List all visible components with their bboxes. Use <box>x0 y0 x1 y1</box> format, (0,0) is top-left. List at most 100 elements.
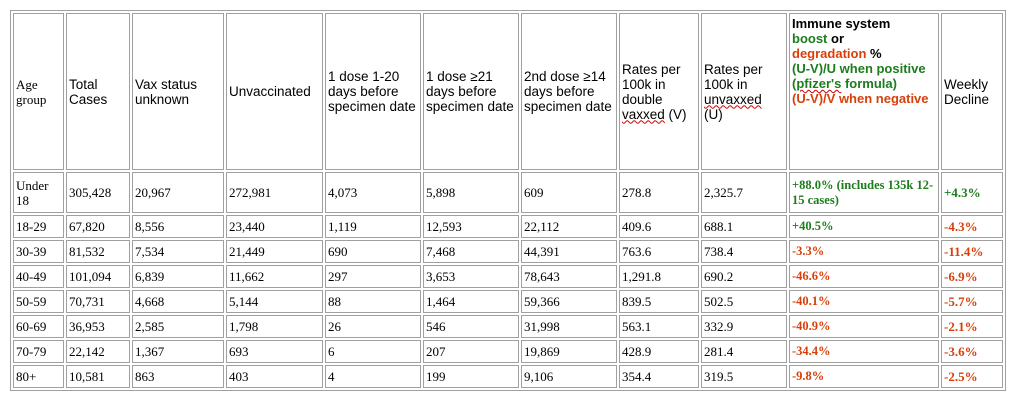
cell-unvaccinated: 21,449 <box>226 240 323 263</box>
table-row: 70-79 22,142 1,367 693 6 207 19,869 428.9 281.4-… <box>13 340 1003 363</box>
cell-vax-unknown: 2,585 <box>132 315 224 338</box>
cell-age-group: 40-49 <box>13 265 64 288</box>
cell-vax-unknown: 7,534 <box>132 240 224 263</box>
vaccine-cases-table: Age group Total Cases Vax status unknown… <box>10 10 1006 391</box>
cell-total-cases: 36,953 <box>66 315 130 338</box>
cell-weekly-decline: -2.1% <box>941 315 1003 338</box>
cell-vax-unknown: 1,367 <box>132 340 224 363</box>
cell-rate-double-vaxxed: 278.8 <box>619 172 699 213</box>
table-row: 40-49 101,094 6,839 11,662 297 3,653 78,643 1,2… <box>13 265 1003 288</box>
header-2nd-dose: 2nd dose ≥14 days before specimen date <box>521 13 617 170</box>
cell-rate-double-vaxxed: 763.6 <box>619 240 699 263</box>
cell-1-dose-1-20: 88 <box>325 290 421 313</box>
cell-1-dose-21: 546 <box>423 315 519 338</box>
cell-age-group: 30-39 <box>13 240 64 263</box>
cell-immune-change: -3.3% <box>789 240 939 263</box>
cell-1-dose-21: 3,653 <box>423 265 519 288</box>
cell-rate-unvaxxed: 2,325.7 <box>701 172 787 213</box>
cell-unvaccinated: 403 <box>226 365 323 388</box>
cell-weekly-decline: -4.3% <box>941 215 1003 238</box>
imm-formula-negative: (U-V)/V when negative <box>792 91 929 106</box>
cell-age-group: 80+ <box>13 365 64 388</box>
cell-2nd-dose: 59,366 <box>521 290 617 313</box>
table-row: 60-69 36,953 2,585 1,798 26 546 31,998 563.1 332… <box>13 315 1003 338</box>
cell-1-dose-1-20: 4,073 <box>325 172 421 213</box>
cell-2nd-dose: 9,106 <box>521 365 617 388</box>
imm-pfizers: pfizer's <box>796 76 842 91</box>
cell-total-cases: 10,581 <box>66 365 130 388</box>
cell-age-group: 60-69 <box>13 315 64 338</box>
table-row: 50-59 70,731 4,668 5,144 88 1,464 59,366 839.5 5… <box>13 290 1003 313</box>
header-rate-unvaxxed: Rates per 100k in unvaxxed (U) <box>701 13 787 170</box>
imm-formula-positive: (U-V)/U when positive (pfizer's formula) <box>792 61 926 91</box>
cell-1-dose-21: 207 <box>423 340 519 363</box>
header-1-dose-1-20-days: 1 dose 1-20 days before specimen date <box>325 13 421 170</box>
cell-2nd-dose: 609 <box>521 172 617 213</box>
cell-unvaccinated: 1,798 <box>226 315 323 338</box>
cell-rate-unvaxxed: 502.5 <box>701 290 787 313</box>
table-body: Under 18 305,428 20,967 272,981 4,073 5,898 60… <box>13 172 1003 388</box>
cell-vax-unknown: 6,839 <box>132 265 224 288</box>
cell-weekly-decline: -11.4% <box>941 240 1003 263</box>
cell-weekly-decline: -6.9% <box>941 265 1003 288</box>
cell-1-dose-1-20: 6 <box>325 340 421 363</box>
cell-total-cases: 81,532 <box>66 240 130 263</box>
cell-immune-change: +88.0% (includes 135k 12-15 cases) <box>789 172 939 213</box>
header-row: Age group Total Cases Vax status unknown… <box>13 13 1003 170</box>
cell-immune-change: -9.8% <box>789 365 939 388</box>
cell-rate-unvaxxed: 332.9 <box>701 315 787 338</box>
imm-boost: boost <box>792 31 828 46</box>
cell-weekly-decline: +4.3% <box>941 172 1003 213</box>
table-row: 80+ 10,581 863 403 4 199 9,106 354.4 319.5 -9.8% -… <box>13 365 1003 388</box>
table-row: 30-39 81,532 7,534 21,449 690 7,468 44,391 763.… <box>13 240 1003 263</box>
header-weekly-decline: Weekly Decline <box>941 13 1003 170</box>
cell-2nd-dose: 19,869 <box>521 340 617 363</box>
cell-2nd-dose: 31,998 <box>521 315 617 338</box>
cell-age-group: Under 18 <box>13 172 64 213</box>
cell-2nd-dose: 22,112 <box>521 215 617 238</box>
cell-immune-change: -40.9% <box>789 315 939 338</box>
imm-degradation: degradation <box>792 46 867 61</box>
cell-vax-unknown: 8,556 <box>132 215 224 238</box>
cell-vax-unknown: 20,967 <box>132 172 224 213</box>
header-vax-status-unknown: Vax status unknown <box>132 13 224 170</box>
cell-rate-unvaxxed: 690.2 <box>701 265 787 288</box>
header-age-group: Age group <box>13 13 64 170</box>
header-immune-system: Immune system boost or degradation % (U-V)/… <box>789 13 939 170</box>
rate-v-suffix: (V) <box>664 106 687 122</box>
cell-vax-unknown: 4,668 <box>132 290 224 313</box>
cell-total-cases: 22,142 <box>66 340 130 363</box>
header-rate-double-vaxxed: Rates per 100k in double vaxxed (V) <box>619 13 699 170</box>
cell-1-dose-1-20: 4 <box>325 365 421 388</box>
cell-total-cases: 101,094 <box>66 265 130 288</box>
cell-unvaccinated: 272,981 <box>226 172 323 213</box>
cell-rate-double-vaxxed: 1,291.8 <box>619 265 699 288</box>
cell-vax-unknown: 863 <box>132 365 224 388</box>
cell-total-cases: 67,820 <box>66 215 130 238</box>
imm-line1: Immune system <box>792 16 891 31</box>
imm-formula-post: formula) <box>841 76 897 91</box>
header-total-cases: Total Cases <box>66 13 130 170</box>
cell-total-cases: 70,731 <box>66 290 130 313</box>
rate-u-prefix: Rates per 100k in <box>704 61 763 92</box>
cell-weekly-decline: -5.7% <box>941 290 1003 313</box>
cell-rate-unvaxxed: 319.5 <box>701 365 787 388</box>
cell-unvaccinated: 5,144 <box>226 290 323 313</box>
cell-1-dose-21: 1,464 <box>423 290 519 313</box>
cell-rate-double-vaxxed: 354.4 <box>619 365 699 388</box>
cell-rate-double-vaxxed: 428.9 <box>619 340 699 363</box>
table-row: 18-29 67,820 8,556 23,440 1,119 12,593 22,112 4… <box>13 215 1003 238</box>
cell-rate-unvaxxed: 688.1 <box>701 215 787 238</box>
rate-u-suffix: (U) <box>704 106 723 122</box>
rate-u-word: unvaxxed <box>704 91 762 107</box>
table-container: Age group Total Cases Vax status unknown… <box>10 10 1006 391</box>
imm-formula-pre: (U-V)/U when positive ( <box>792 61 926 91</box>
cell-age-group: 70-79 <box>13 340 64 363</box>
cell-unvaccinated: 11,662 <box>226 265 323 288</box>
cell-1-dose-21: 7,468 <box>423 240 519 263</box>
cell-1-dose-21: 5,898 <box>423 172 519 213</box>
cell-weekly-decline: -2.5% <box>941 365 1003 388</box>
cell-unvaccinated: 23,440 <box>226 215 323 238</box>
cell-2nd-dose: 78,643 <box>521 265 617 288</box>
imm-or: or <box>827 31 845 46</box>
